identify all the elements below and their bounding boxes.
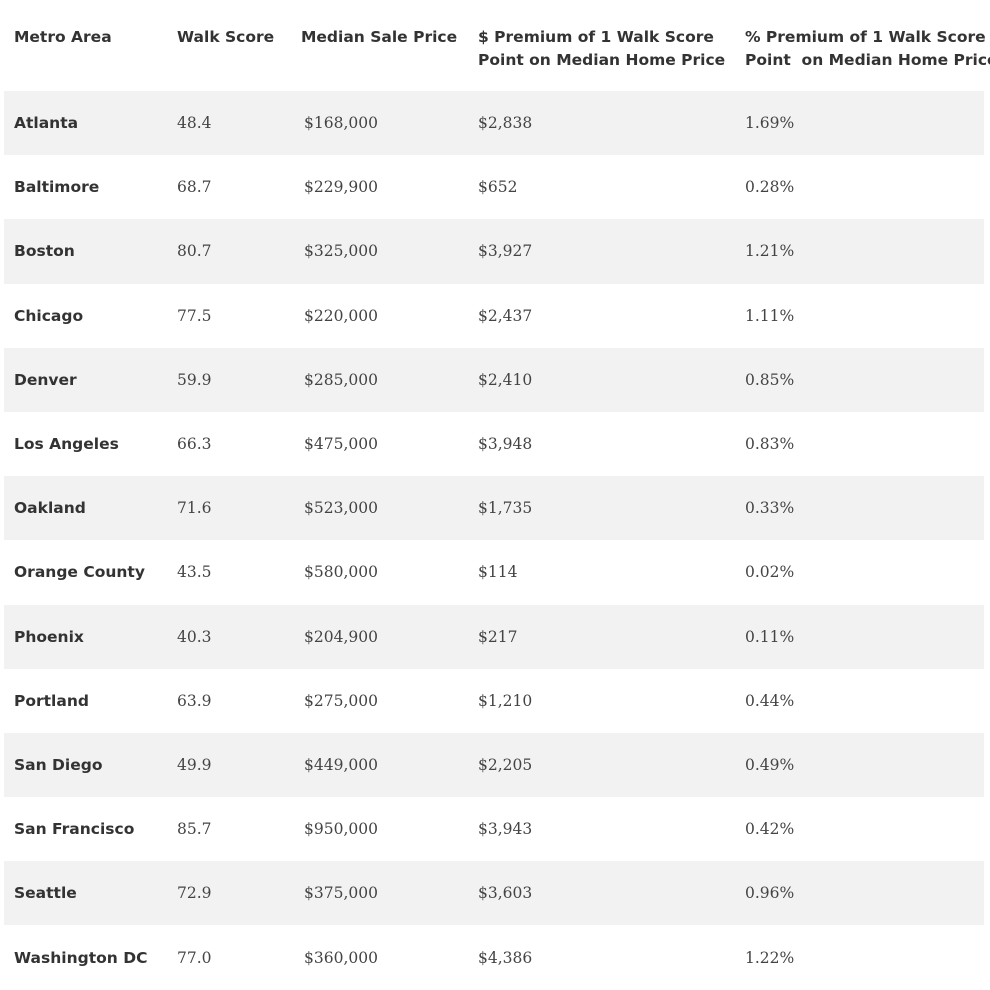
- table-row: Denver 59.9 $285,000 $2,410 0.85%: [4, 347, 984, 412]
- dollar-premium-cell: $2,205: [478, 755, 533, 774]
- metro-area-cell: Oakland: [14, 499, 86, 518]
- header-percent-premium: % Premium of 1 Walk Score Point on Media…: [745, 28, 990, 69]
- percent-premium-cell: 0.02%: [745, 563, 795, 582]
- metro-area-cell: Denver: [14, 370, 77, 389]
- table-row: San Diego 49.9 $449,000 $2,205 0.49%: [4, 732, 984, 798]
- percent-premium-cell: 0.42%: [745, 820, 795, 839]
- metro-area-cell: Baltimore: [14, 178, 100, 197]
- table-row: Atlanta 48.4 $168,000 $2,838 1.69%: [4, 91, 984, 156]
- dollar-premium-cell: $3,927: [478, 242, 533, 261]
- dollar-premium-cell: $3,948: [478, 435, 533, 454]
- percent-premium-cell: 1.21%: [745, 242, 795, 261]
- dollar-premium-cell: $4,386: [478, 948, 533, 967]
- walk-score-cell: 48.4: [177, 114, 212, 133]
- metro-area-cell: Phoenix: [14, 627, 84, 646]
- header-dollar-premium: $ Premium of 1 Walk Score Point on Media…: [478, 28, 726, 69]
- percent-premium-cell: 1.11%: [745, 306, 795, 325]
- walk-score-cell: 59.9: [177, 370, 212, 389]
- metro-area-cell: Boston: [14, 242, 75, 261]
- walk-score-cell: 43.5: [177, 563, 212, 582]
- percent-premium-cell: 0.11%: [745, 627, 795, 646]
- dollar-premium-cell: $2,437: [478, 306, 533, 325]
- dollar-premium-cell: $652: [478, 178, 518, 197]
- metro-area-cell: Seattle: [14, 884, 77, 903]
- walk-score-cell: 68.7: [177, 178, 212, 197]
- median-price-cell: $220,000: [304, 306, 378, 325]
- walk-score-cell: 40.3: [177, 627, 212, 646]
- table-row: Boston 80.7 $325,000 $3,927 1.21%: [4, 219, 984, 284]
- percent-premium-cell: 1.22%: [745, 948, 795, 967]
- percent-premium-cell: 0.49%: [745, 755, 795, 774]
- median-price-cell: $375,000: [304, 884, 378, 903]
- walk-score-cell: 85.7: [177, 820, 212, 839]
- median-price-cell: $285,000: [304, 370, 378, 389]
- table-row: Phoenix 40.3 $204,900 $217 0.11%: [4, 604, 984, 669]
- dollar-premium-cell: $3,943: [478, 820, 533, 839]
- median-price-cell: $475,000: [304, 435, 378, 454]
- walk-score-cell: 49.9: [177, 755, 212, 774]
- table-row: Seattle 72.9 $375,000 $3,603 0.96%: [4, 861, 984, 926]
- percent-premium-cell: 0.44%: [745, 691, 795, 710]
- dollar-premium-cell: $114: [478, 563, 518, 582]
- dollar-premium-cell: $3,603: [478, 884, 533, 903]
- table-row: Orange County 43.5 $580,000 $114 0.02%: [4, 540, 984, 604]
- percent-premium-cell: 0.96%: [745, 884, 795, 903]
- table-row: Baltimore 68.7 $229,900 $652 0.28%: [4, 155, 984, 219]
- median-price-cell: $360,000: [304, 948, 378, 967]
- header-metro-area: Metro Area: [14, 28, 112, 46]
- median-price-cell: $229,900: [304, 178, 378, 197]
- median-price-cell: $325,000: [304, 242, 378, 261]
- walk-score-cell: 72.9: [177, 884, 212, 903]
- table-row: Chicago 77.5 $220,000 $2,437 1.11%: [4, 284, 984, 348]
- dollar-premium-cell: $1,210: [478, 691, 533, 710]
- metro-area-cell: San Diego: [14, 755, 103, 774]
- median-price-cell: $168,000: [304, 114, 378, 133]
- metro-area-cell: Washington DC: [14, 948, 148, 967]
- walk-score-cell: 71.6: [177, 499, 212, 518]
- metro-area-cell: Atlanta: [14, 114, 79, 133]
- dollar-premium-cell: $2,838: [478, 114, 533, 133]
- walk-score-cell: 80.7: [177, 242, 212, 261]
- median-price-cell: $950,000: [304, 820, 378, 839]
- walk-score-cell: 77.5: [177, 306, 212, 325]
- metro-area-cell: Chicago: [14, 306, 84, 325]
- median-price-cell: $204,900: [304, 627, 378, 646]
- percent-premium-cell: 0.33%: [745, 499, 795, 518]
- metro-area-cell: Orange County: [14, 563, 145, 582]
- table-row: Washington DC 77.0 $360,000 $4,386 1.22%: [4, 925, 984, 989]
- metro-area-cell: Portland: [14, 691, 89, 710]
- header-median-sale-price: Median Sale Price: [301, 28, 458, 46]
- percent-premium-cell: 0.85%: [745, 370, 795, 389]
- table-row: Oakland 71.6 $523,000 $1,735 0.33%: [4, 476, 984, 541]
- dollar-premium-cell: $1,735: [478, 499, 533, 518]
- dollar-premium-cell: $217: [478, 627, 518, 646]
- table-row: Portland 63.9 $275,000 $1,210 0.44%: [4, 669, 984, 733]
- table-body: Atlanta 48.4 $168,000 $2,838 1.69% Balti…: [4, 91, 984, 990]
- walk-score-cell: 77.0: [177, 948, 212, 967]
- percent-premium-cell: 1.69%: [745, 114, 795, 133]
- table-row: Los Angeles 66.3 $475,000 $3,948 0.83%: [4, 412, 984, 476]
- table-header-row: Metro Area Walk Score Median Sale Price …: [4, 0, 990, 91]
- median-price-cell: $275,000: [304, 691, 378, 710]
- header-walk-score: Walk Score: [177, 28, 275, 46]
- metro-area-cell: San Francisco: [14, 820, 135, 839]
- walk-score-cell: 63.9: [177, 691, 212, 710]
- median-price-cell: $580,000: [304, 563, 378, 582]
- percent-premium-cell: 0.28%: [745, 178, 795, 197]
- metro-area-cell: Los Angeles: [14, 435, 119, 454]
- table-row: San Francisco 85.7 $950,000 $3,943 0.42%: [4, 797, 984, 861]
- median-price-cell: $523,000: [304, 499, 378, 518]
- walk-score-cell: 66.3: [177, 435, 212, 454]
- dollar-premium-cell: $2,410: [478, 370, 533, 389]
- median-price-cell: $449,000: [304, 755, 378, 774]
- percent-premium-cell: 0.83%: [745, 435, 795, 454]
- walk-score-table: Metro Area Walk Score Median Sale Price …: [4, 0, 990, 990]
